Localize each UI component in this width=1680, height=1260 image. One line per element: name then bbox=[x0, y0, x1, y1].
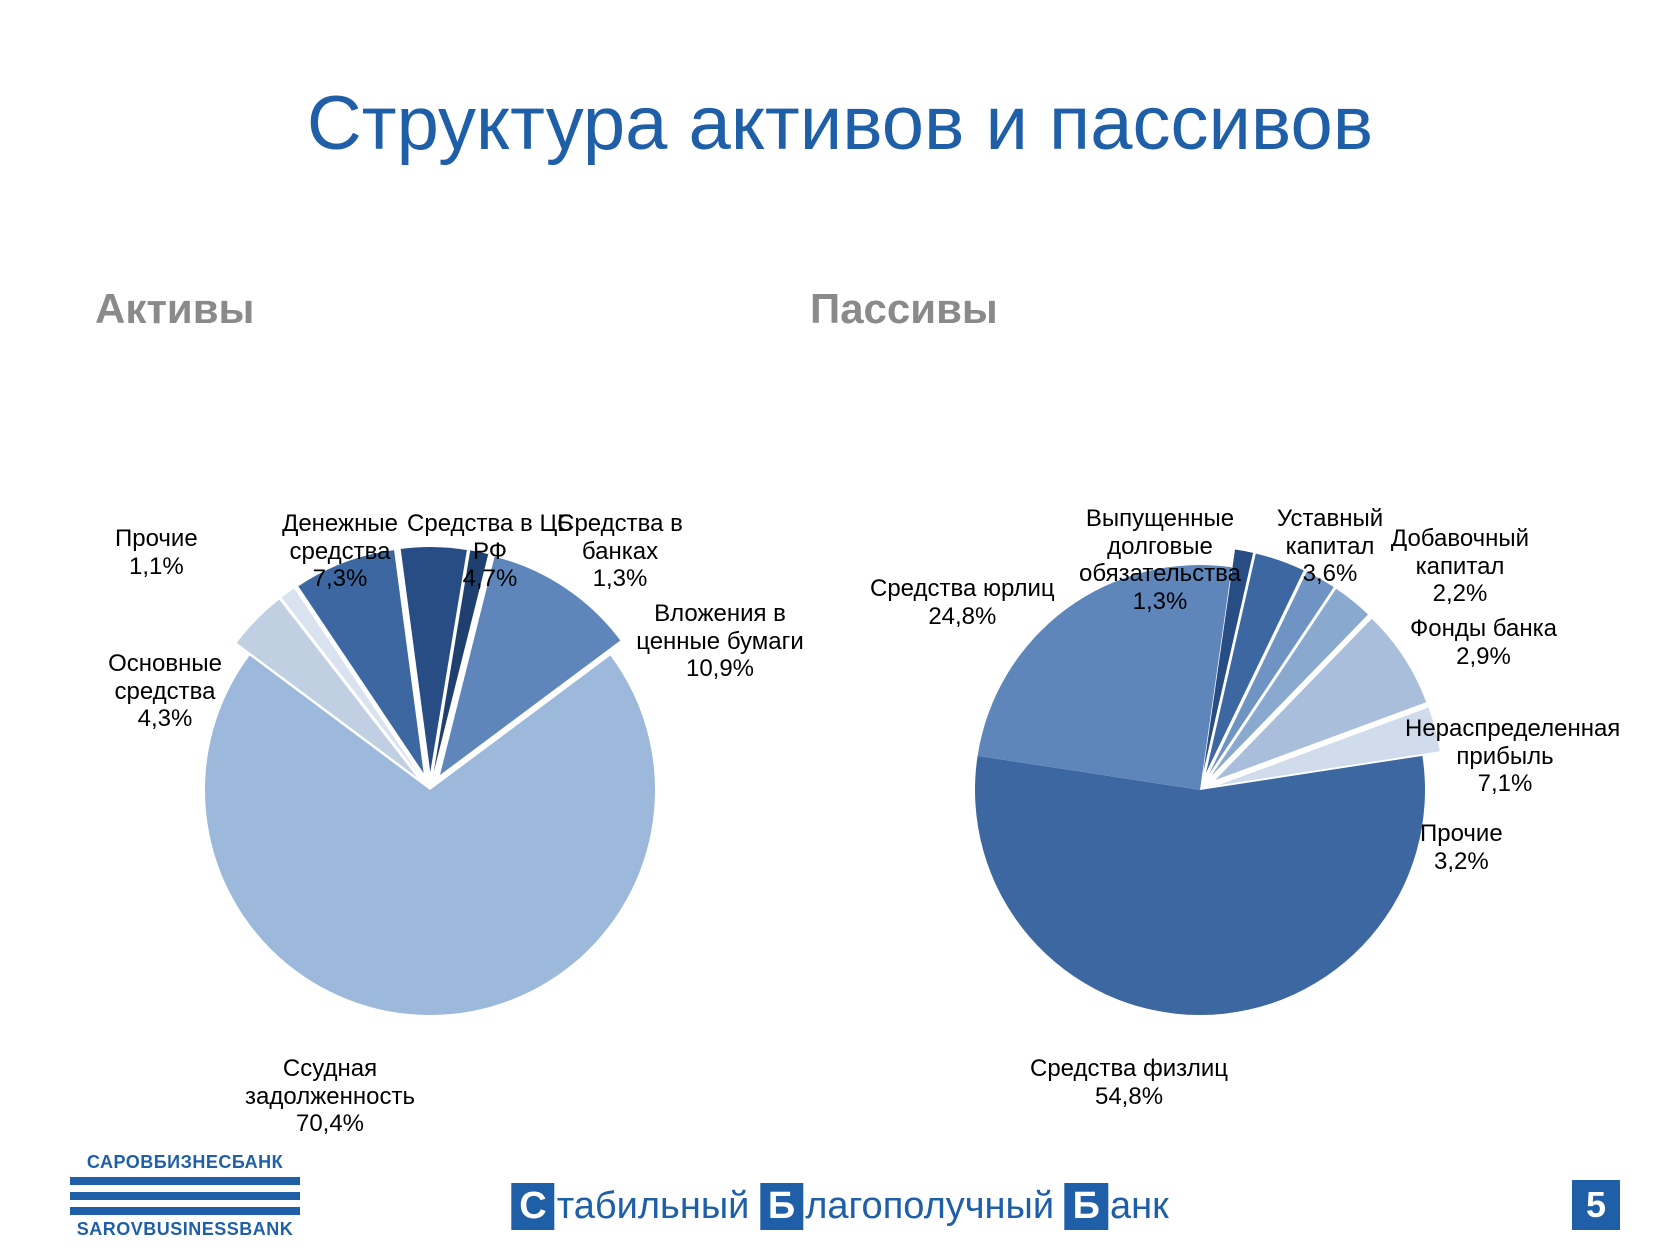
slice-label-name: Прочие bbox=[115, 525, 198, 553]
slice-label-pct: 10,9% bbox=[620, 655, 820, 683]
slice-label: Вложения в ценные бумаги10,9% bbox=[620, 600, 820, 683]
slice-label-name: Средства юрлиц bbox=[870, 575, 1055, 603]
slice-label-name: Фонды банка bbox=[1410, 615, 1557, 643]
slice-label: Средства юрлиц24,8% bbox=[870, 575, 1055, 630]
slice-label-pct: 2,2% bbox=[1360, 580, 1560, 608]
tagline-initial: Б bbox=[1065, 1183, 1108, 1230]
slice-label-pct: 3,2% bbox=[1420, 848, 1503, 876]
slice-label-pct: 1,3% bbox=[1060, 588, 1260, 616]
slice-label-name: Добавочный капитал bbox=[1360, 525, 1560, 580]
footer: САРОВБИЗНЕСБАНК SAROVBUSINESSBANK Стабил… bbox=[0, 1160, 1680, 1240]
slice-label: Прочие1,1% bbox=[115, 525, 198, 580]
slice-label-pct: 70,4% bbox=[230, 1110, 430, 1138]
slice-label: Средства в банках1,3% bbox=[520, 510, 720, 593]
logo-bars-icon bbox=[70, 1177, 300, 1215]
slice-label-pct: 2,9% bbox=[1410, 643, 1557, 671]
slice-label-name: Основные средства bbox=[65, 650, 265, 705]
tagline-initial: Б bbox=[760, 1183, 803, 1230]
pie-slice bbox=[975, 756, 1425, 1015]
slice-label-name: Ссудная задолженность bbox=[230, 1055, 430, 1110]
slice-label-pct: 4,3% bbox=[65, 705, 265, 733]
slice-label-pct: 1,1% bbox=[115, 553, 198, 581]
slide: Структура активов и пассивов Активы Пасс… bbox=[0, 0, 1680, 1260]
slice-label-pct: 54,8% bbox=[1030, 1083, 1228, 1111]
slice-label: Добавочный капитал2,2% bbox=[1360, 525, 1560, 608]
bank-logo: САРОВБИЗНЕСБАНК SAROVBUSINESSBANK bbox=[70, 1152, 300, 1240]
page-number: 5 bbox=[1572, 1180, 1620, 1230]
tagline-word: лагополучный bbox=[805, 1185, 1064, 1227]
logo-text-ru: САРОВБИЗНЕСБАНК bbox=[70, 1152, 300, 1173]
slice-label-name: Средства физлиц bbox=[1030, 1055, 1228, 1083]
tagline-initial: С bbox=[511, 1183, 554, 1230]
slice-label: Средства физлиц54,8% bbox=[1030, 1055, 1228, 1110]
slice-label-name: Средства в банках bbox=[520, 510, 720, 565]
slice-label-pct: 7,1% bbox=[1405, 770, 1605, 798]
logo-text-en: SAROVBUSINESSBANK bbox=[70, 1219, 300, 1240]
slice-label-name: Вложения в ценные бумаги bbox=[620, 600, 820, 655]
slice-label: Нераспределенная прибыль7,1% bbox=[1405, 715, 1605, 798]
subtitle-liabilities: Пассивы bbox=[810, 285, 998, 333]
tagline-word: анк bbox=[1110, 1185, 1169, 1227]
slice-label: Фонды банка2,9% bbox=[1410, 615, 1557, 670]
slice-label-pct: 24,8% bbox=[870, 603, 1055, 631]
pie-chart-liabilities: Средства физлиц54,8%Средства юрлиц24,8%В… bbox=[830, 360, 1590, 1180]
subtitle-assets: Активы bbox=[95, 285, 254, 333]
slice-label: Основные средства4,3% bbox=[65, 650, 265, 733]
slice-label: Ссудная задолженность70,4% bbox=[230, 1055, 430, 1138]
tagline-word: табильный bbox=[557, 1185, 760, 1227]
tagline: Стабильный Благополучный Банк bbox=[511, 1183, 1168, 1230]
slice-label-name: Прочие bbox=[1420, 820, 1503, 848]
slice-label-name: Нераспределенная прибыль bbox=[1405, 715, 1605, 770]
page-title: Структура активов и пассивов bbox=[0, 80, 1680, 167]
slice-label: Прочие3,2% bbox=[1420, 820, 1503, 875]
slice-label-pct: 1,3% bbox=[520, 565, 720, 593]
pie-chart-assets: Ссудная задолженность70,4% Основные средс… bbox=[60, 360, 820, 1180]
